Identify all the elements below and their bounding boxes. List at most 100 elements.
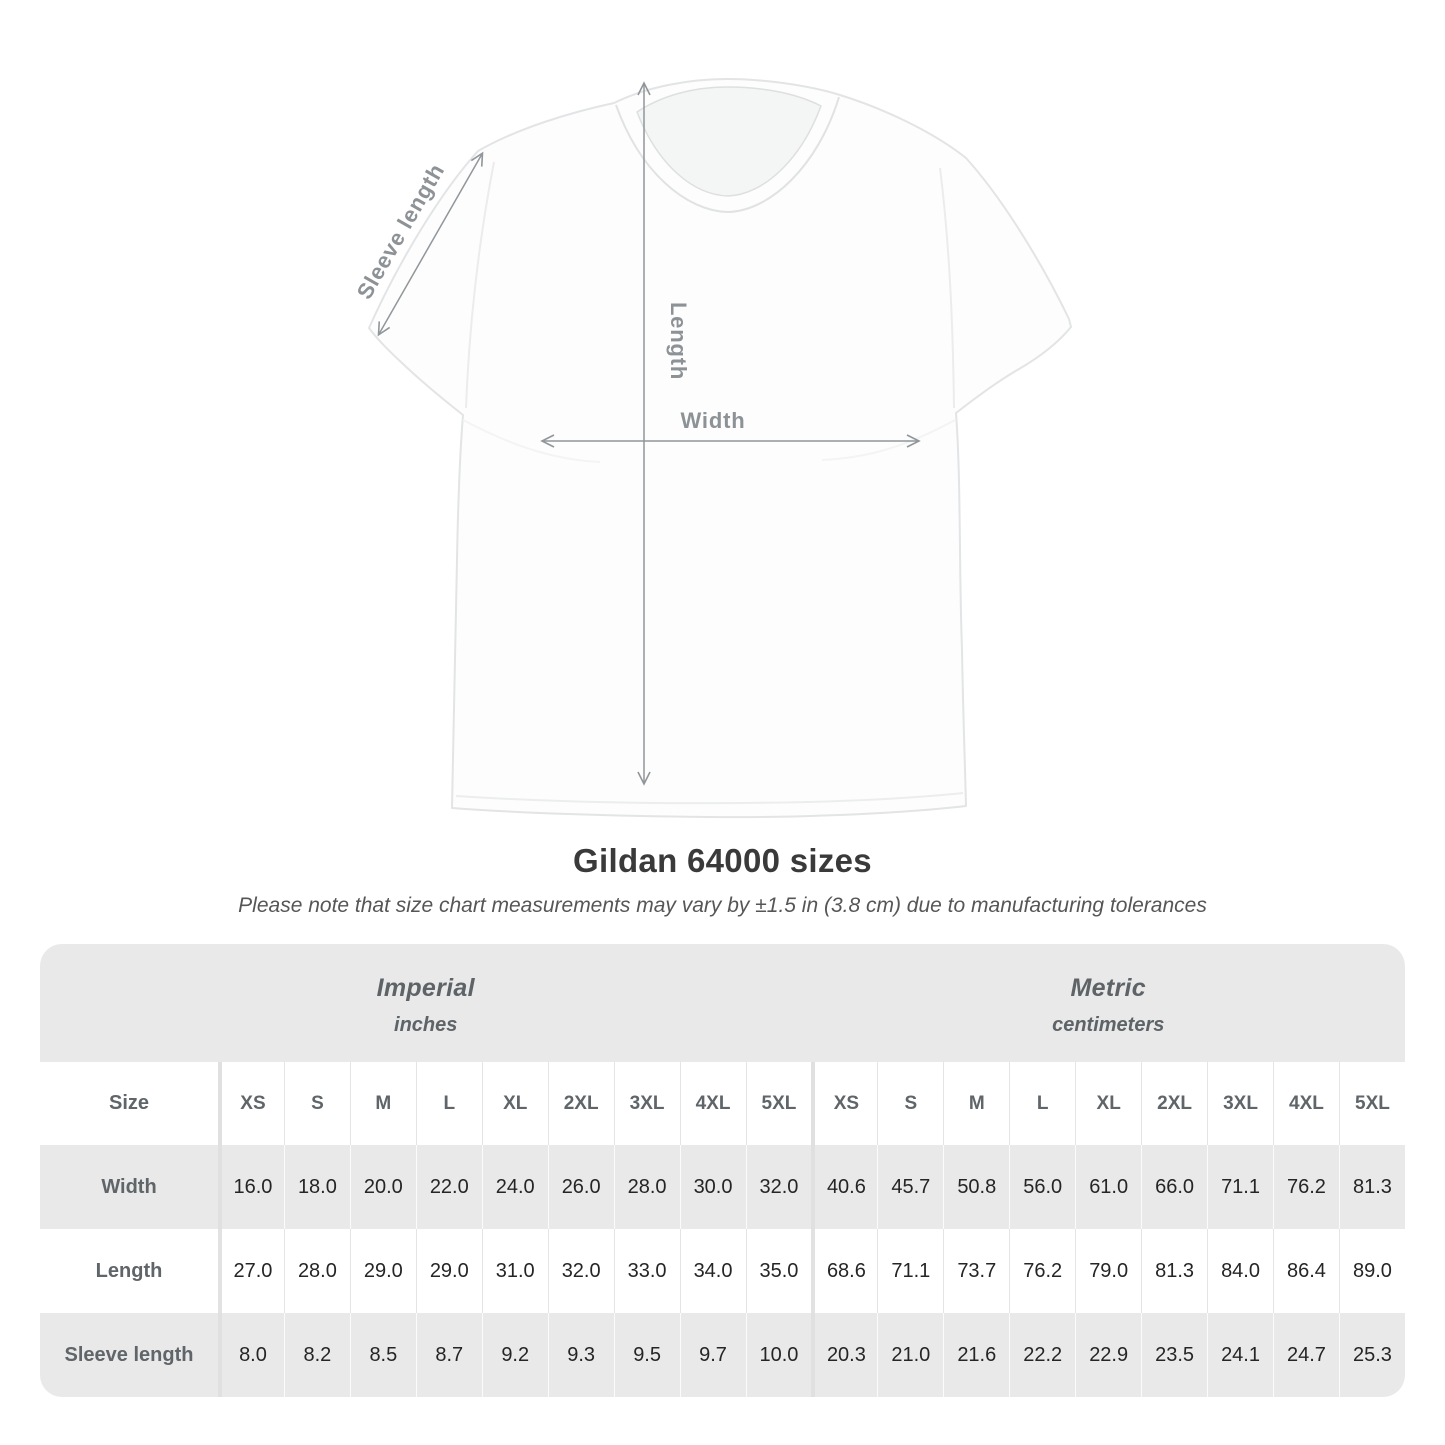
page-title: Gildan 64000 sizes: [573, 842, 872, 879]
size-col-header: XL: [1075, 1062, 1142, 1145]
size-chart-table: Imperial inches Metric centimeters Size X…: [40, 944, 1405, 1397]
value-cell: 22.0: [415, 1145, 482, 1229]
tshirt-body: [368, 78, 1072, 819]
size-col-header: S: [877, 1062, 944, 1145]
size-col-header: M: [943, 1062, 1010, 1145]
value-cell: 23.5: [1141, 1313, 1208, 1397]
metric-title: Metric: [1070, 973, 1146, 1002]
value-cell: 66.0: [1141, 1145, 1208, 1229]
value-cell: 76.2: [1273, 1145, 1339, 1229]
size-col-header: 4XL: [1273, 1062, 1339, 1145]
value-cell: 84.0: [1207, 1229, 1273, 1313]
value-cell: 9.7: [679, 1313, 746, 1397]
value-cell: 9.5: [613, 1313, 680, 1397]
value-cell: 20.3: [811, 1313, 878, 1397]
value-cell: 22.9: [1075, 1313, 1142, 1397]
sleeve-length-arrow: [377, 151, 484, 337]
value-cell: 33.0: [613, 1229, 680, 1313]
value-cell: 9.3: [547, 1313, 614, 1397]
imperial-section-header: Imperial inches: [40, 944, 812, 1062]
value-cell: 34.0: [679, 1229, 746, 1313]
value-cell: 45.7: [877, 1145, 944, 1229]
value-cell: 40.6: [811, 1145, 878, 1229]
value-cell: 56.0: [1009, 1145, 1076, 1229]
length-label: Length: [666, 302, 691, 380]
size-col-header: 3XL: [1207, 1062, 1273, 1145]
value-cell: 71.1: [1207, 1145, 1273, 1229]
size-col-header: 5XL: [745, 1062, 812, 1145]
value-cell: 89.0: [1338, 1229, 1405, 1313]
value-cell: 20.0: [349, 1145, 416, 1229]
value-cell: 21.0: [877, 1313, 944, 1397]
value-cell: 32.0: [745, 1145, 812, 1229]
value-cell: 8.2: [283, 1313, 350, 1397]
measurement-row-label: Sleeve length: [40, 1313, 218, 1397]
metric-section-header: Metric centimeters: [811, 944, 1405, 1062]
value-cell: 24.0: [481, 1145, 548, 1229]
value-cell: 35.0: [745, 1229, 812, 1313]
tshirt-wrinkle: [462, 419, 601, 463]
measurement-row-label: Length: [40, 1229, 218, 1313]
tshirt-right-seam: [939, 167, 955, 409]
size-header-row: Size XS S M L XL 2XL 3XL 4XL 5XL XS S M L XL 2XL 3XL 4XL 5…: [40, 1062, 1405, 1145]
metric-unit: centimeters: [1052, 1013, 1165, 1036]
value-cell: 29.0: [415, 1229, 482, 1313]
value-cell: 16.0: [218, 1145, 284, 1229]
value-cell: 8.0: [218, 1313, 284, 1397]
size-col-header: 2XL: [1141, 1062, 1208, 1145]
value-cell: 9.2: [481, 1313, 548, 1397]
tshirt-hem-stitch: [455, 792, 964, 805]
value-cell: 27.0: [218, 1229, 284, 1313]
value-cell: 18.0: [283, 1145, 350, 1229]
imperial-unit: inches: [394, 1013, 458, 1036]
value-cell: 68.6: [811, 1229, 878, 1313]
measurement-row-label: Width: [40, 1145, 218, 1229]
size-col-header: L: [1009, 1062, 1076, 1145]
value-cell: 86.4: [1273, 1229, 1339, 1313]
size-col-header: L: [415, 1062, 482, 1145]
unit-system-row: Imperial inches Metric centimeters: [40, 944, 1405, 1062]
value-cell: 79.0: [1075, 1229, 1142, 1313]
size-col-header: S: [283, 1062, 350, 1145]
value-cell: 73.7: [943, 1229, 1010, 1313]
value-cell: 32.0: [547, 1229, 614, 1313]
measurement-row: Length 27.0 28.0 29.0 29.0 31.0 32.0 33.0 34.0 35…: [40, 1229, 1405, 1313]
value-cell: 28.0: [283, 1229, 350, 1313]
imperial-title: Imperial: [376, 973, 475, 1002]
value-cell: 30.0: [679, 1145, 746, 1229]
value-cell: 26.0: [547, 1145, 614, 1229]
value-cell: 71.1: [877, 1229, 944, 1313]
value-cell: 25.3: [1338, 1313, 1405, 1397]
value-cell: 81.3: [1338, 1145, 1405, 1229]
width-label: Width: [681, 408, 746, 433]
value-cell: 76.2: [1009, 1229, 1076, 1313]
size-col-header: 3XL: [613, 1062, 680, 1145]
size-row-label: Size: [40, 1062, 218, 1145]
tshirt-neck-opening: [636, 86, 822, 197]
tshirt-wrinkle: [821, 419, 956, 461]
size-col-header: 5XL: [1338, 1062, 1405, 1145]
value-cell: 81.3: [1141, 1229, 1208, 1313]
value-cell: 10.0: [745, 1313, 812, 1397]
value-cell: 29.0: [349, 1229, 416, 1313]
page-subtitle: Please note that size chart measurements…: [238, 894, 1207, 917]
size-col-header: XL: [481, 1062, 548, 1145]
value-cell: 61.0: [1075, 1145, 1142, 1229]
tshirt-diagram: Width Length Sleeve length: [352, 78, 1072, 819]
measurement-row: Sleeve length 8.0 8.2 8.5 8.7 9.2 9.3 9.5 9.7 10.…: [40, 1313, 1405, 1397]
size-col-header: 4XL: [679, 1062, 746, 1145]
value-cell: 24.1: [1207, 1313, 1273, 1397]
value-cell: 28.0: [613, 1145, 680, 1229]
value-cell: 24.7: [1273, 1313, 1339, 1397]
size-col-header: XS: [811, 1062, 878, 1145]
value-cell: 31.0: [481, 1229, 548, 1313]
value-cell: 8.7: [415, 1313, 482, 1397]
size-col-header: M: [349, 1062, 416, 1145]
value-cell: 8.5: [349, 1313, 416, 1397]
measurement-row: Width 16.0 18.0 20.0 22.0 24.0 26.0 28.0 30.0 32.…: [40, 1145, 1405, 1229]
size-col-header: XS: [218, 1062, 284, 1145]
tshirt-illustration: [368, 78, 1072, 819]
size-col-header: 2XL: [547, 1062, 614, 1145]
value-cell: 22.2: [1009, 1313, 1076, 1397]
